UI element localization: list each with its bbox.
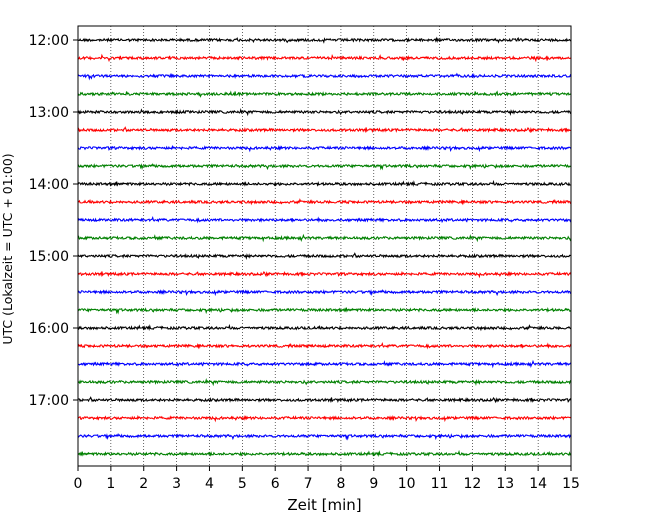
x-tick-label: 4 bbox=[205, 476, 214, 492]
x-tick-label: 12 bbox=[463, 476, 481, 492]
trace-line bbox=[77, 90, 572, 98]
x-axis-ticks: 0 1 2 3 4 5 6 7 8 9 10 11 12 13 14 15 bbox=[74, 466, 580, 492]
y-tick-label: 12:00 bbox=[29, 33, 69, 49]
x-tick-label: 14 bbox=[529, 476, 547, 492]
plot-frame bbox=[77, 25, 572, 467]
x-tick-label: 7 bbox=[304, 476, 313, 492]
x-tick-label: 3 bbox=[172, 476, 181, 492]
trace-line bbox=[77, 396, 572, 404]
y-tick-label: 13:00 bbox=[29, 105, 69, 121]
x-tick-label: 15 bbox=[562, 476, 580, 492]
x-tick-label: 8 bbox=[336, 476, 345, 492]
x-tick-label: 11 bbox=[431, 476, 449, 492]
trace-line bbox=[77, 216, 572, 224]
trace-line bbox=[77, 306, 572, 315]
trace-line bbox=[77, 414, 572, 423]
trace-line bbox=[77, 377, 572, 387]
trace-line bbox=[77, 53, 572, 63]
trace-line bbox=[77, 359, 572, 369]
x-tick-label: 2 bbox=[139, 476, 148, 492]
trace-line bbox=[77, 233, 572, 243]
x-tick-label: 5 bbox=[238, 476, 247, 492]
x-tick-label: 1 bbox=[106, 476, 115, 492]
trace-line bbox=[77, 342, 572, 350]
y-tick-label: 15:00 bbox=[29, 249, 69, 265]
trace-line bbox=[77, 323, 572, 332]
x-tick-label: 6 bbox=[271, 476, 280, 492]
x-tick-label: 13 bbox=[496, 476, 514, 492]
trace-line bbox=[77, 270, 572, 279]
trace-line bbox=[77, 252, 572, 261]
y-axis-ticks: 12:00 13:00 14:00 15:00 16:00 17:00 bbox=[29, 33, 78, 409]
trace-line bbox=[77, 107, 572, 117]
y-tick-label: 16:00 bbox=[29, 321, 69, 337]
trace-line bbox=[77, 433, 572, 441]
trace-line bbox=[77, 179, 572, 188]
y-tick-label: 14:00 bbox=[29, 177, 69, 193]
trace-line bbox=[77, 36, 572, 44]
trace-line bbox=[77, 163, 572, 171]
trace-line bbox=[77, 289, 572, 297]
x-tick-label: 10 bbox=[398, 476, 416, 492]
x-tick-label: 9 bbox=[369, 476, 378, 492]
vertical-grid bbox=[110, 26, 539, 466]
trace-line bbox=[77, 449, 572, 458]
y-axis-label: UTC (Lokalzeit = UTC + 01:00) bbox=[0, 153, 15, 344]
y-tick-label: 17:00 bbox=[29, 393, 69, 409]
trace-line bbox=[77, 144, 572, 153]
trace-line bbox=[77, 126, 572, 134]
x-tick-label: 0 bbox=[74, 476, 83, 492]
x-axis-label: Zeit [min] bbox=[287, 496, 361, 514]
trace-group bbox=[77, 36, 572, 458]
trace-line bbox=[77, 72, 572, 81]
trace-line bbox=[77, 198, 572, 206]
